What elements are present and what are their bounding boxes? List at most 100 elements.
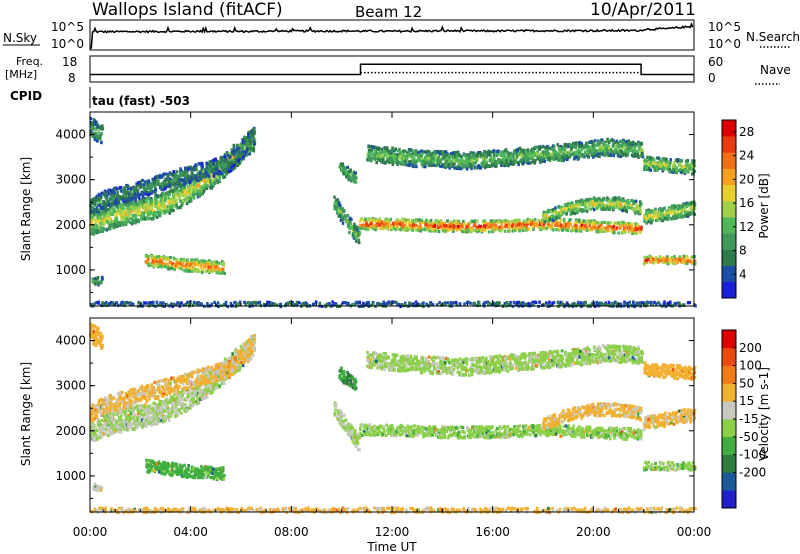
power-cell <box>512 162 515 166</box>
power-cell <box>148 199 152 203</box>
power-cell <box>370 151 373 155</box>
power-cell <box>109 218 113 222</box>
power-cell <box>126 187 130 191</box>
power-cell <box>402 162 406 166</box>
power-cell <box>179 199 182 203</box>
power-cell <box>128 212 132 216</box>
power-cell <box>334 207 337 211</box>
power-cell <box>101 205 105 209</box>
power-cell <box>155 201 159 205</box>
power-cell <box>558 147 562 151</box>
power-cell <box>580 142 584 146</box>
noise-tick-top-left: 10^5 <box>51 20 84 34</box>
power-cell <box>555 228 558 232</box>
power-cell <box>239 159 243 163</box>
power-cell <box>106 220 109 224</box>
power-cell <box>159 211 163 215</box>
power-cell <box>194 181 197 185</box>
power-cell <box>125 202 129 206</box>
power-cell <box>507 220 510 224</box>
power-cell <box>126 191 129 195</box>
power-cell <box>168 181 171 185</box>
power-cell <box>462 162 465 166</box>
power-cell <box>241 150 244 154</box>
power-cell <box>596 221 600 225</box>
power-cell <box>353 174 357 178</box>
power-cell <box>497 152 500 156</box>
power-cell <box>428 222 431 226</box>
power-cell <box>185 201 189 206</box>
power-cell <box>96 126 99 130</box>
power-cell <box>512 152 515 156</box>
power-cell <box>192 167 196 172</box>
power-cell <box>589 221 592 225</box>
power-cell <box>385 155 388 159</box>
power-cell <box>96 135 99 140</box>
power-cell <box>550 153 554 157</box>
power-cell <box>483 229 487 233</box>
power-cell <box>652 261 655 265</box>
power-cell <box>408 227 411 231</box>
power-cell <box>201 270 204 274</box>
power-cell <box>152 202 156 207</box>
power-cell <box>573 145 577 149</box>
power-cell <box>450 222 454 226</box>
power-cell <box>154 178 158 182</box>
power-cell <box>368 158 372 162</box>
power-cell <box>179 205 182 210</box>
power-cell <box>501 225 504 229</box>
power-cell <box>381 150 384 154</box>
power-cell <box>99 198 102 202</box>
power-cell <box>481 162 484 166</box>
power-cell <box>405 225 409 229</box>
power-cell <box>554 220 557 224</box>
power-cell <box>456 164 460 169</box>
power-cell <box>220 168 223 172</box>
power-cell <box>130 209 133 213</box>
power-cell <box>202 175 206 179</box>
power-cell <box>475 166 478 170</box>
power-cell <box>176 189 179 193</box>
power-cell <box>140 185 143 189</box>
power-cell <box>370 159 373 163</box>
power-cell <box>181 189 184 193</box>
power-cell <box>386 149 389 153</box>
power-cell <box>198 177 201 181</box>
power-cell <box>216 266 220 270</box>
power-cell <box>596 226 600 230</box>
power-cell <box>511 160 514 164</box>
power-cell <box>125 197 128 201</box>
power-cell <box>469 228 473 232</box>
power-cell <box>247 133 250 137</box>
power-cell <box>574 141 578 145</box>
power-cell <box>438 151 442 155</box>
power-cell <box>668 260 671 264</box>
power-cell <box>166 194 170 198</box>
power-cell <box>414 228 418 232</box>
power-cell <box>197 174 201 178</box>
power-cell <box>427 156 430 160</box>
power-cell <box>496 149 499 153</box>
power-cell <box>435 164 438 168</box>
power-cell <box>89 208 92 212</box>
power-cell <box>411 161 415 165</box>
power-cell <box>189 262 193 266</box>
power-cell <box>130 217 133 221</box>
power-cell <box>633 149 637 153</box>
power-cell <box>133 190 136 194</box>
power-cell <box>507 229 510 233</box>
power-cell <box>185 265 188 269</box>
power-cell <box>451 164 454 168</box>
power-cell <box>92 212 96 216</box>
power-cell <box>138 208 142 212</box>
power-cell <box>503 229 507 233</box>
power-cell <box>213 170 216 174</box>
power-cell <box>241 140 245 144</box>
power-cell <box>100 206 103 210</box>
power-cell <box>162 172 165 176</box>
power-cell <box>633 222 637 226</box>
power-cell <box>388 150 391 154</box>
power-cell <box>93 131 97 135</box>
power-cell <box>241 146 244 150</box>
power-cell <box>94 282 97 286</box>
